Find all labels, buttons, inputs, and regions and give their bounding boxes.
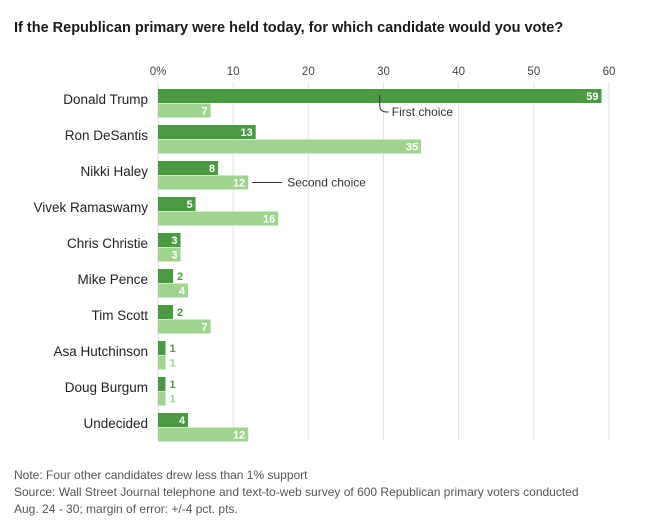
category-label: Ron DeSantis: [65, 128, 149, 143]
data-label-second-choice: 35: [406, 142, 418, 154]
data-label-second-choice: 1: [170, 358, 176, 370]
annotation-second-choice: Second choice: [287, 176, 366, 190]
bar-second-choice: [158, 391, 166, 406]
bar-first-choice: [158, 197, 196, 211]
data-label-first-choice: 2: [177, 271, 183, 283]
data-label-second-choice: 4: [179, 286, 186, 298]
x-tick-label: 20: [302, 66, 315, 78]
x-tick-label: 30: [377, 66, 390, 78]
bar-second-choice: [158, 175, 249, 190]
bar-second-choice: [158, 103, 211, 118]
category-label: Asa Hutchinson: [53, 344, 148, 359]
data-label-first-choice: 1: [170, 379, 176, 391]
data-label-first-choice: 1: [170, 343, 176, 355]
category-label: Chris Christie: [67, 236, 148, 251]
category-label: Vivek Ramaswamy: [33, 200, 148, 215]
data-label-first-choice: 4: [179, 415, 186, 427]
note-line: Note: Four other candidates drew less th…: [14, 468, 308, 482]
data-label-second-choice: 7: [201, 106, 207, 118]
data-label-first-choice: 3: [171, 235, 177, 247]
data-label-second-choice: 12: [233, 178, 245, 190]
data-label-second-choice: 12: [233, 430, 245, 442]
category-label: Doug Burgum: [65, 380, 148, 395]
category-label: Nikki Haley: [80, 164, 148, 179]
category-label: Undecided: [83, 416, 148, 431]
bar-chart: 0% 10 20 30 40 50 60 Donald Trump 59 7 Ron DeSanti…: [33, 66, 616, 442]
x-tick-label: 40: [452, 66, 465, 78]
x-tick-label: 50: [527, 66, 540, 78]
category-label: Mike Pence: [77, 272, 148, 287]
data-label-second-choice: 16: [263, 214, 275, 226]
bar-first-choice: [158, 413, 189, 427]
annotation-leader: [379, 95, 389, 113]
bar-second-choice: [158, 139, 422, 154]
bar-second-choice: [158, 319, 211, 334]
source-line: Source: Wall Street Journal telephone an…: [14, 485, 579, 499]
bar-first-choice: [158, 305, 174, 319]
category-label: Donald Trump: [63, 92, 148, 107]
data-label-first-choice: 59: [586, 91, 598, 103]
bar-first-choice: [158, 233, 181, 247]
category-label: Tim Scott: [91, 308, 148, 323]
bar-second-choice: [158, 283, 189, 298]
data-label-first-choice: 8: [209, 163, 215, 175]
bar-first-choice: [158, 377, 166, 391]
bar-first-choice: [158, 125, 256, 139]
data-label-second-choice: 1: [170, 394, 176, 406]
chart-notes: Note: Four other candidates drew less th…: [14, 467, 579, 518]
x-tick-label: 0%: [150, 66, 167, 78]
data-label-first-choice: 2: [177, 307, 183, 319]
data-label-second-choice: 3: [171, 250, 177, 262]
data-label-second-choice: 7: [201, 322, 207, 334]
bar-second-choice: [158, 355, 166, 370]
annotation-first-choice: First choice: [392, 105, 454, 119]
bar-second-choice: [158, 211, 279, 226]
source-line-continued: Aug. 24 - 30; margin of error: +/-4 pct.…: [14, 502, 238, 516]
x-tick-label: 10: [227, 66, 240, 78]
chart-title: If the Republican primary were held toda…: [14, 20, 564, 36]
bar-first-choice: [158, 161, 219, 175]
data-label-first-choice: 13: [240, 127, 252, 139]
bar-second-choice: [158, 247, 181, 262]
bar-first-choice: [158, 269, 174, 283]
bar-second-choice: [158, 427, 249, 442]
bar-first-choice: [158, 341, 166, 355]
x-tick-label: 60: [603, 66, 616, 78]
data-label-first-choice: 5: [186, 199, 192, 211]
